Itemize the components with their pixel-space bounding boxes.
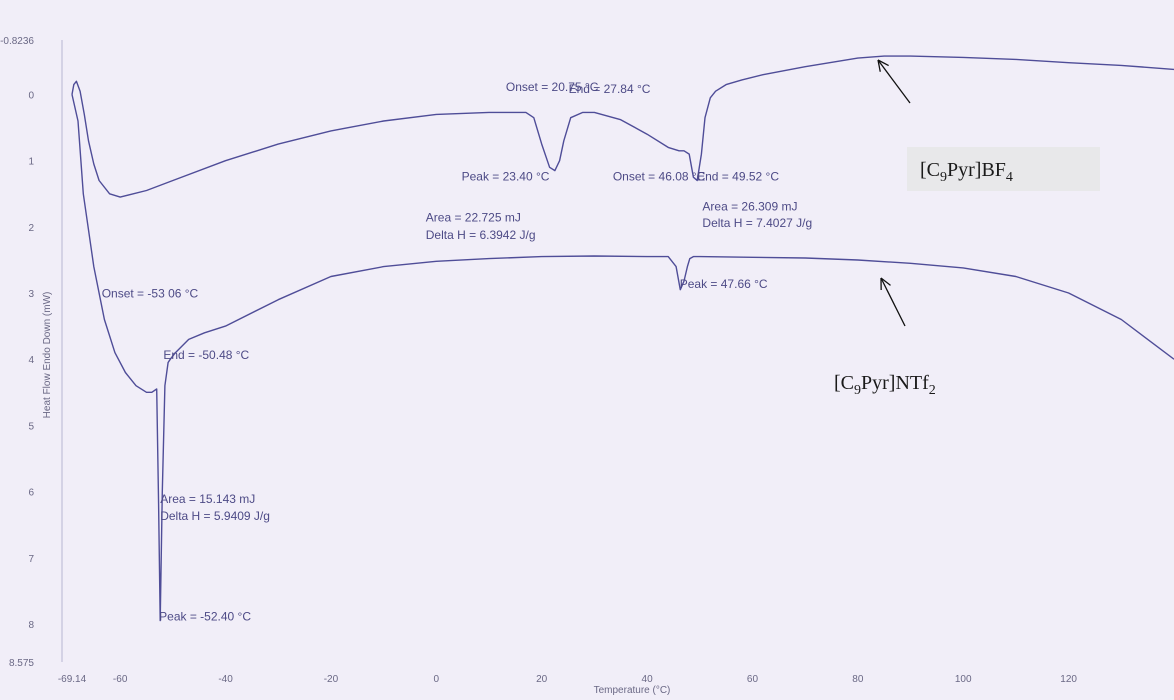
annotation-label: Peak = 23.40 °C bbox=[462, 170, 550, 184]
arrow-icon bbox=[880, 277, 906, 327]
annotation-label: Delta H = 6.3942 J/g bbox=[426, 228, 536, 242]
annotation-label: Area = 26.309 mJ bbox=[702, 199, 797, 213]
x-axis-label: Temperature (°C) bbox=[594, 685, 671, 696]
x-tick-label: 0 bbox=[434, 674, 440, 685]
annotation-label: Peak = -52.40 °C bbox=[159, 610, 251, 624]
y-tick-label: -0.8236 bbox=[0, 36, 34, 47]
x-tick-label: -60 bbox=[113, 674, 128, 685]
series-label: [C9Pyr]NTf2 bbox=[834, 372, 936, 398]
annotation-label: Delta H = 7.4027 J/g bbox=[702, 216, 812, 230]
y-tick-label: 4 bbox=[28, 355, 34, 366]
y-tick-label: 1 bbox=[28, 157, 34, 168]
annotation-label: Area = 15.143 mJ bbox=[160, 492, 255, 506]
y-tick-label: 6 bbox=[28, 488, 34, 499]
arrowhead-icon bbox=[880, 277, 891, 286]
annotation-label: Onset = 20.75 °C bbox=[506, 80, 599, 94]
x-tick-label: 80 bbox=[852, 674, 864, 685]
x-tick-label: -40 bbox=[218, 674, 233, 685]
annotation-label: Delta H = 5.9409 J/g bbox=[160, 509, 270, 523]
annotation-label: End = 27.84 °C bbox=[569, 82, 651, 96]
annotation-label: Area = 22.725 mJ bbox=[426, 211, 521, 225]
x-tick-label: -20 bbox=[324, 674, 339, 685]
annotation-label: End = 49.52 °C bbox=[697, 170, 779, 184]
x-tick-label: -69.14 bbox=[58, 674, 87, 685]
arrowhead-icon bbox=[877, 59, 881, 72]
y-tick-label: 7 bbox=[28, 554, 34, 565]
annotation-label: End = -50.48 °C bbox=[163, 348, 249, 362]
series-line-bf4 bbox=[71, 55, 1174, 198]
x-tick-label: 20 bbox=[536, 674, 548, 685]
y-tick-label: 3 bbox=[28, 289, 34, 300]
x-tick-label: 60 bbox=[747, 674, 759, 685]
series-label: [C9Pyr]BF4 bbox=[920, 159, 1013, 185]
annotation-label: Onset = -53 06 °C bbox=[102, 287, 199, 301]
x-tick-label: 40 bbox=[642, 674, 654, 685]
annotation-label: Onset = 46.08 °C bbox=[613, 170, 706, 184]
y-tick-label: 2 bbox=[28, 223, 34, 234]
y-axis-label: Heat Flow Endo Down (mW) bbox=[42, 292, 53, 419]
y-tick-label: 0 bbox=[28, 91, 34, 102]
x-tick-label: 120 bbox=[1060, 674, 1077, 685]
y-tick-label: 8 bbox=[28, 620, 34, 631]
y-tick-label: 8.575 bbox=[9, 658, 34, 669]
arrowhead-icon bbox=[877, 59, 889, 67]
series-line-ntf2 bbox=[71, 94, 1174, 622]
y-tick-label: 5 bbox=[28, 421, 34, 432]
annotation-label: Peak = 47.66 °C bbox=[680, 277, 768, 291]
arrow-icon bbox=[877, 59, 911, 104]
x-tick-label: 100 bbox=[955, 674, 972, 685]
series-label-box bbox=[907, 147, 1100, 191]
